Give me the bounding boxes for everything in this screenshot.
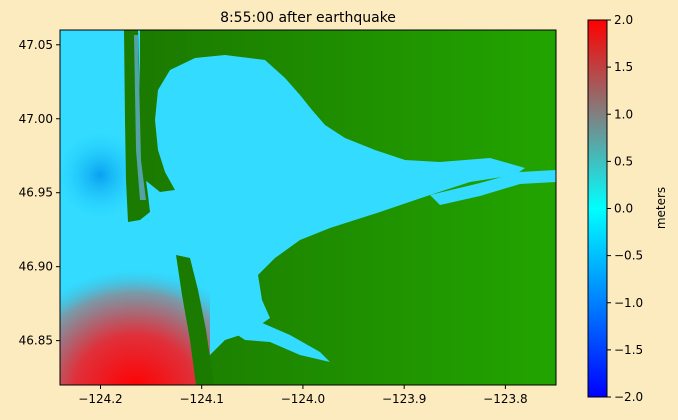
y-tick-label: 46.90 xyxy=(19,260,53,274)
y-tick-label: 46.95 xyxy=(19,186,53,200)
mainland xyxy=(140,30,556,385)
y-tick-label: 47.05 xyxy=(19,38,53,52)
plot-area xyxy=(60,30,556,385)
chart-title: 8:55:00 after earthquake xyxy=(220,10,396,26)
colorbar-gradient xyxy=(588,20,607,397)
colorbar-tick-label: 0.0 xyxy=(614,202,633,216)
colorbar-tick-label: −1.0 xyxy=(614,296,643,310)
y-tick-label: 46.85 xyxy=(19,334,53,348)
x-tick-label: −124.1 xyxy=(180,392,224,406)
colorbar-ticks: 2.0 1.5 1.0 0.5 0.0 −0.5 −1.0 −1.5 −2.0 xyxy=(607,13,643,404)
colorbar-tick-label: 1.5 xyxy=(614,60,633,74)
y-axis: 46.85 46.90 46.95 47.00 47.05 xyxy=(19,38,60,348)
colorbar-tick-label: 0.5 xyxy=(614,154,633,168)
x-axis: −124.2 −124.1 −124.0 −123.9 −123.8 xyxy=(78,385,528,406)
colorbar-tick-label: −0.5 xyxy=(614,249,643,263)
colorbar-tick-label: 2.0 xyxy=(614,13,633,27)
colorbar-label: meters xyxy=(654,187,668,229)
colorbar: 2.0 1.5 1.0 0.5 0.0 −0.5 −1.0 −1.5 −2.0 meters xyxy=(587,13,668,404)
x-tick-label: −124.0 xyxy=(281,392,325,406)
low-water-blob xyxy=(60,130,145,220)
shoal-channel xyxy=(134,35,146,200)
x-tick-label: −124.2 xyxy=(78,392,122,406)
peninsula-south xyxy=(176,255,214,385)
colorbar-tick-label: −1.5 xyxy=(614,343,643,357)
colorbar-tick-label: −2.0 xyxy=(614,390,643,404)
x-tick-label: −123.8 xyxy=(483,392,527,406)
south-channel xyxy=(230,322,330,362)
plot-frame xyxy=(59,29,557,386)
estuary-inlet xyxy=(430,170,556,205)
x-tick-label: −123.9 xyxy=(382,392,426,406)
y-tick-label: 47.00 xyxy=(19,112,53,126)
colorbar-tick-label: 1.0 xyxy=(614,107,633,121)
